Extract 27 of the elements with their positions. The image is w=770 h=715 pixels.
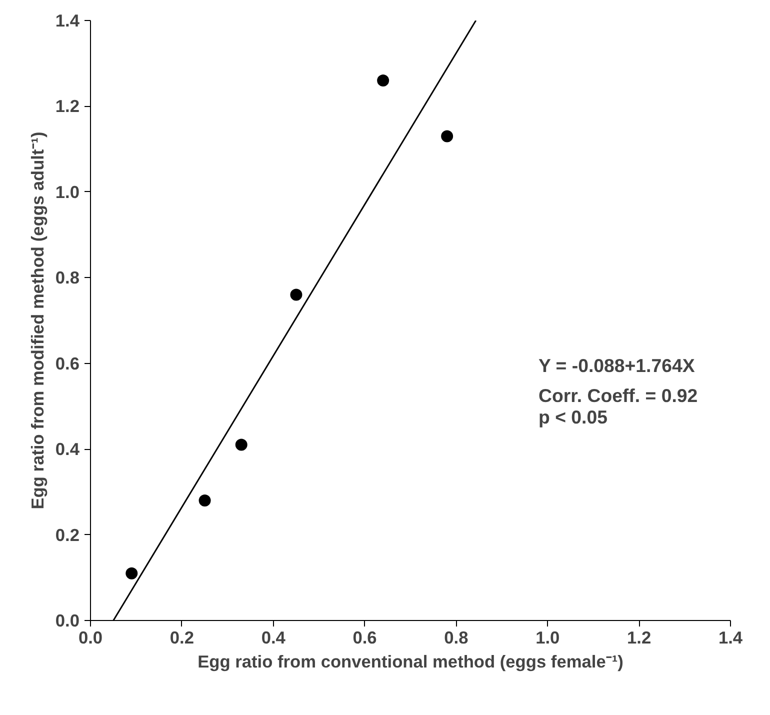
x-tick-label: 0.4: [261, 628, 286, 648]
y-tick-label: 1.0: [55, 182, 80, 202]
x-tick-label: 0.6: [352, 628, 378, 648]
y-tick-label: 1.2: [55, 96, 80, 116]
annotation: Corr. Coeff. = 0.92: [538, 385, 698, 406]
x-tick-label: 1.0: [536, 628, 560, 648]
point: [441, 130, 454, 142]
y-axis-title: Egg ratio from modified method (eggs adult⁻¹): [27, 132, 48, 510]
x-axis-title: Egg ratio from conventional method (eggs female⁻¹): [198, 652, 624, 672]
point: [235, 438, 248, 451]
point: [290, 288, 302, 301]
x-tick-label: 0.0: [78, 628, 103, 648]
annotation: p < 0.05: [538, 406, 608, 428]
y-tick-label: 1.4: [55, 10, 80, 30]
x-tick-label: 0.2: [170, 628, 194, 648]
y-tick-label: 0.2: [55, 524, 80, 545]
point: [126, 567, 138, 580]
point: [377, 74, 390, 86]
y-tick-label: 0.0: [55, 610, 80, 630]
y-tick-label: 0.6: [55, 353, 80, 374]
x-tick-label: 0.8: [444, 628, 469, 648]
x-tick-label: 1.4: [718, 628, 743, 648]
y-tick-label: 0.8: [55, 268, 80, 288]
y-tick-label: 0.4: [55, 439, 80, 460]
x-tick-label: 1.2: [627, 628, 652, 648]
annotation: Y = -0.088+1.764X: [538, 355, 696, 376]
point: [198, 494, 211, 506]
